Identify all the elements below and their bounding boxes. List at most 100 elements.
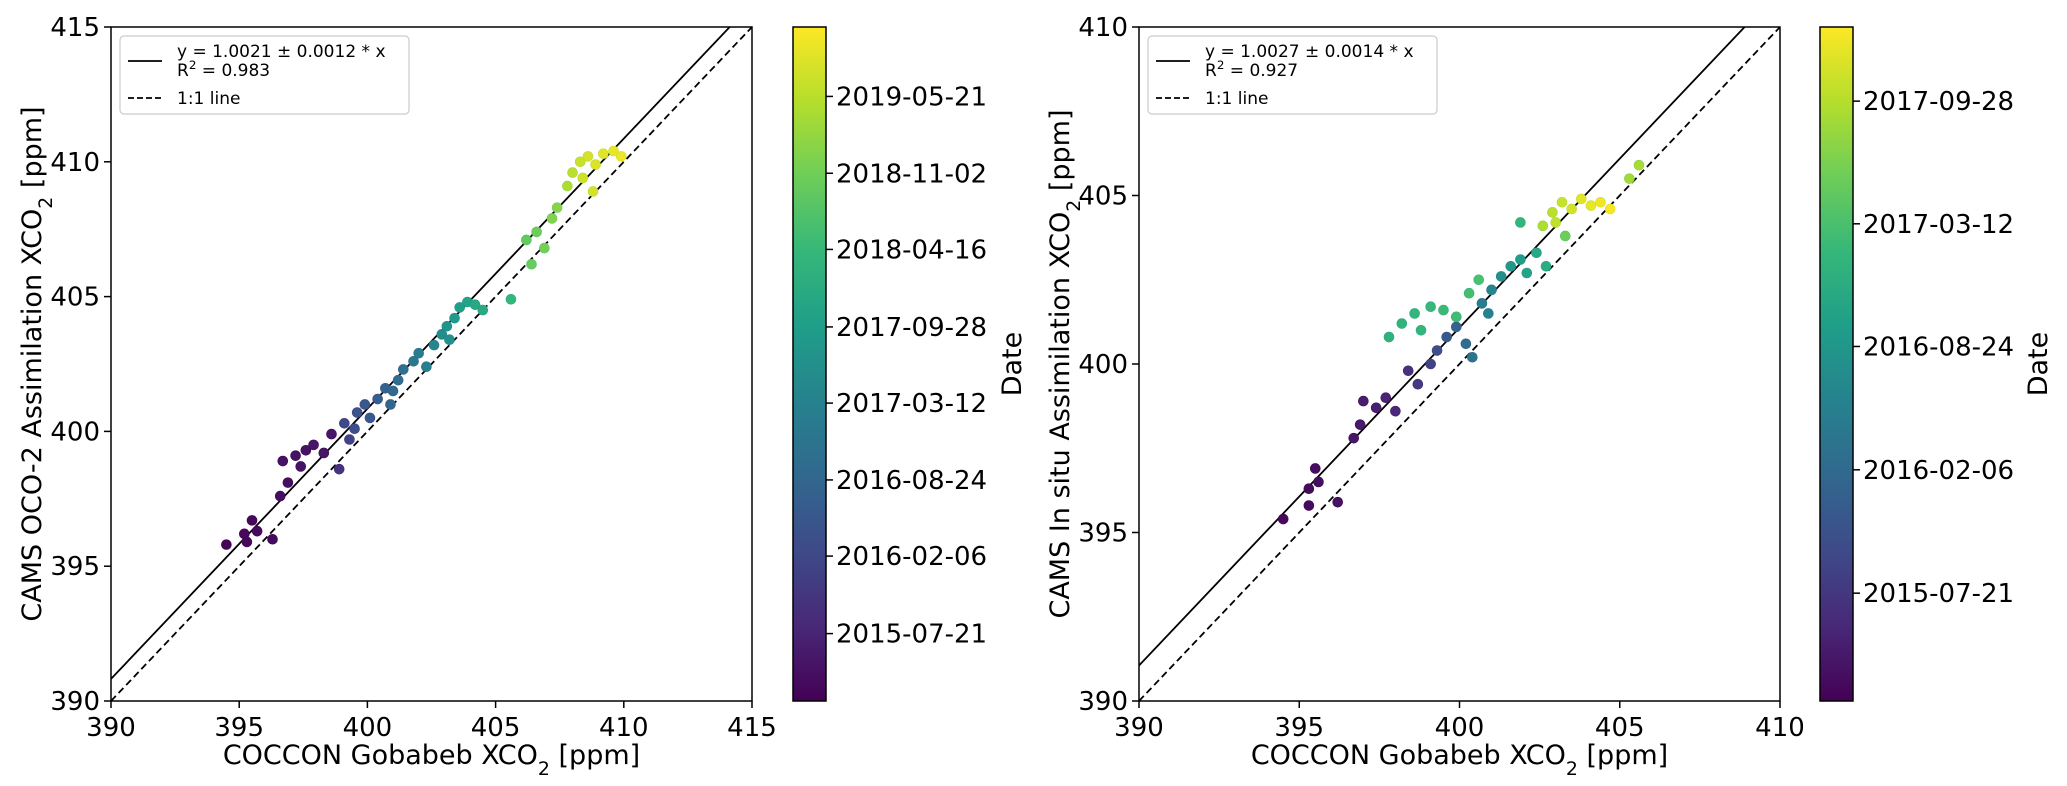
text-span: R	[177, 61, 189, 81]
data-point	[1476, 298, 1488, 309]
text-span: CAMS In situ Assimilation XCO	[1045, 212, 1076, 619]
x-axis-label: COCCON Gobabeb XCO2 [ppm]	[1251, 740, 1668, 780]
data-point	[1556, 196, 1568, 208]
text-span: 2	[1217, 58, 1225, 72]
data-point	[1595, 196, 1606, 208]
one-to-one-line	[111, 27, 752, 701]
data-point	[428, 339, 440, 351]
y-tick-label: 410	[50, 148, 100, 178]
data-point	[469, 299, 481, 310]
data-point	[1624, 173, 1635, 184]
data-point	[359, 399, 371, 410]
data-point	[372, 393, 383, 405]
data-point	[267, 533, 278, 545]
y-axis-label: CAMS OCO-2 Assimilation XCO2 [ppm]	[17, 106, 57, 621]
legend-r2-label: R2 = 0.983	[177, 58, 270, 81]
data-point	[521, 234, 532, 246]
chart-2: 390 395 400 405 410 390 395 400 405 410 COCCON Gob…	[1045, 13, 2054, 780]
y-tick-label: 395	[50, 552, 100, 582]
x-tick-label: 415	[727, 713, 777, 743]
data-point	[1547, 207, 1558, 218]
data-point	[477, 304, 489, 316]
data-point	[1495, 271, 1507, 282]
data-point	[1531, 247, 1542, 259]
legend-box	[119, 35, 410, 115]
colorbar-tick-label: 2018-04-16	[836, 235, 987, 265]
y-tick-label: 390	[50, 687, 100, 717]
text-span: 2	[189, 58, 197, 72]
data-point	[300, 444, 312, 456]
data-point	[318, 447, 330, 459]
data-point	[408, 356, 419, 367]
data-point	[1604, 203, 1616, 215]
colorbar-rect	[1819, 26, 1854, 702]
colorbar-tick-label: 2015-07-21	[836, 620, 987, 650]
text-span: y = 1.0027 ± 0.0014 * x	[1205, 42, 1414, 62]
colorbar-tick-label: 2017-09-28	[836, 313, 987, 343]
data-point	[1450, 311, 1462, 323]
data-point	[1332, 496, 1344, 508]
data-point	[551, 202, 563, 213]
plot-area	[111, 27, 752, 701]
colorbar-tick-label: 2017-03-12	[836, 389, 987, 419]
data-point	[1483, 308, 1494, 319]
text-span: 2	[1566, 758, 1578, 780]
x-tick-label: 400	[1435, 713, 1485, 743]
text-span: 2	[538, 758, 550, 780]
data-point	[1390, 405, 1401, 417]
data-point	[392, 374, 404, 386]
data-point	[326, 428, 337, 440]
data-point	[274, 490, 286, 502]
data-point	[344, 434, 355, 445]
data-point	[1473, 274, 1485, 286]
colorbar-tick-label: 2016-02-06	[836, 542, 987, 572]
data-point	[1348, 432, 1360, 444]
data-point	[1633, 159, 1645, 171]
y-tick-label: 410	[1078, 13, 1128, 43]
legend: y = 1.0027 ± 0.0014 * xR2 = 0.927 1:1 lin…	[1147, 35, 1438, 115]
text-span: R	[1205, 61, 1217, 81]
colorbar-rect	[792, 26, 827, 702]
data-point	[587, 186, 599, 197]
y-axis-label: CAMS In situ Assimilation XCO2 [ppm]	[1045, 109, 1085, 618]
data-point	[387, 385, 399, 397]
data-point	[567, 167, 578, 178]
data-point	[1438, 304, 1449, 316]
colorbar-tick-label: 2016-02-06	[1863, 456, 2014, 486]
data-point	[1415, 324, 1427, 336]
data-point	[449, 312, 460, 324]
legend-r2-label: R2 = 0.927	[1205, 58, 1298, 81]
text-span: = 0.983	[196, 61, 270, 81]
data-point	[282, 477, 294, 488]
data-point	[364, 412, 376, 424]
data-point	[251, 525, 263, 537]
x-tick-label: 390	[86, 713, 136, 743]
x-tick-label: 405	[471, 713, 521, 743]
data-point	[1460, 338, 1472, 350]
data-point	[1303, 500, 1315, 511]
colorbar-label: Date	[997, 332, 1028, 397]
data-point	[1450, 321, 1462, 333]
data-point	[290, 450, 301, 461]
data-point	[351, 407, 363, 418]
data-point	[1540, 260, 1552, 272]
data-point	[1585, 200, 1597, 211]
data-point	[546, 213, 558, 224]
data-point	[1467, 351, 1478, 363]
data-point	[1566, 203, 1577, 215]
text-span: 2	[35, 197, 57, 209]
legend-1to1-label: 1:1 line	[1205, 89, 1268, 109]
data-point	[1515, 254, 1526, 265]
data-point	[1370, 402, 1382, 414]
text-span: [ppm]	[550, 740, 640, 771]
data-point	[1354, 419, 1366, 430]
data-point	[1358, 395, 1369, 407]
colorbar-label: Date	[2023, 332, 2054, 397]
data-point	[1575, 193, 1587, 205]
data-point	[441, 320, 453, 332]
x-axis-label: COCCON Gobabeb XCO2 [ppm]	[223, 740, 640, 780]
data-point	[421, 361, 432, 372]
data-point	[385, 399, 396, 410]
data-point	[277, 455, 289, 467]
